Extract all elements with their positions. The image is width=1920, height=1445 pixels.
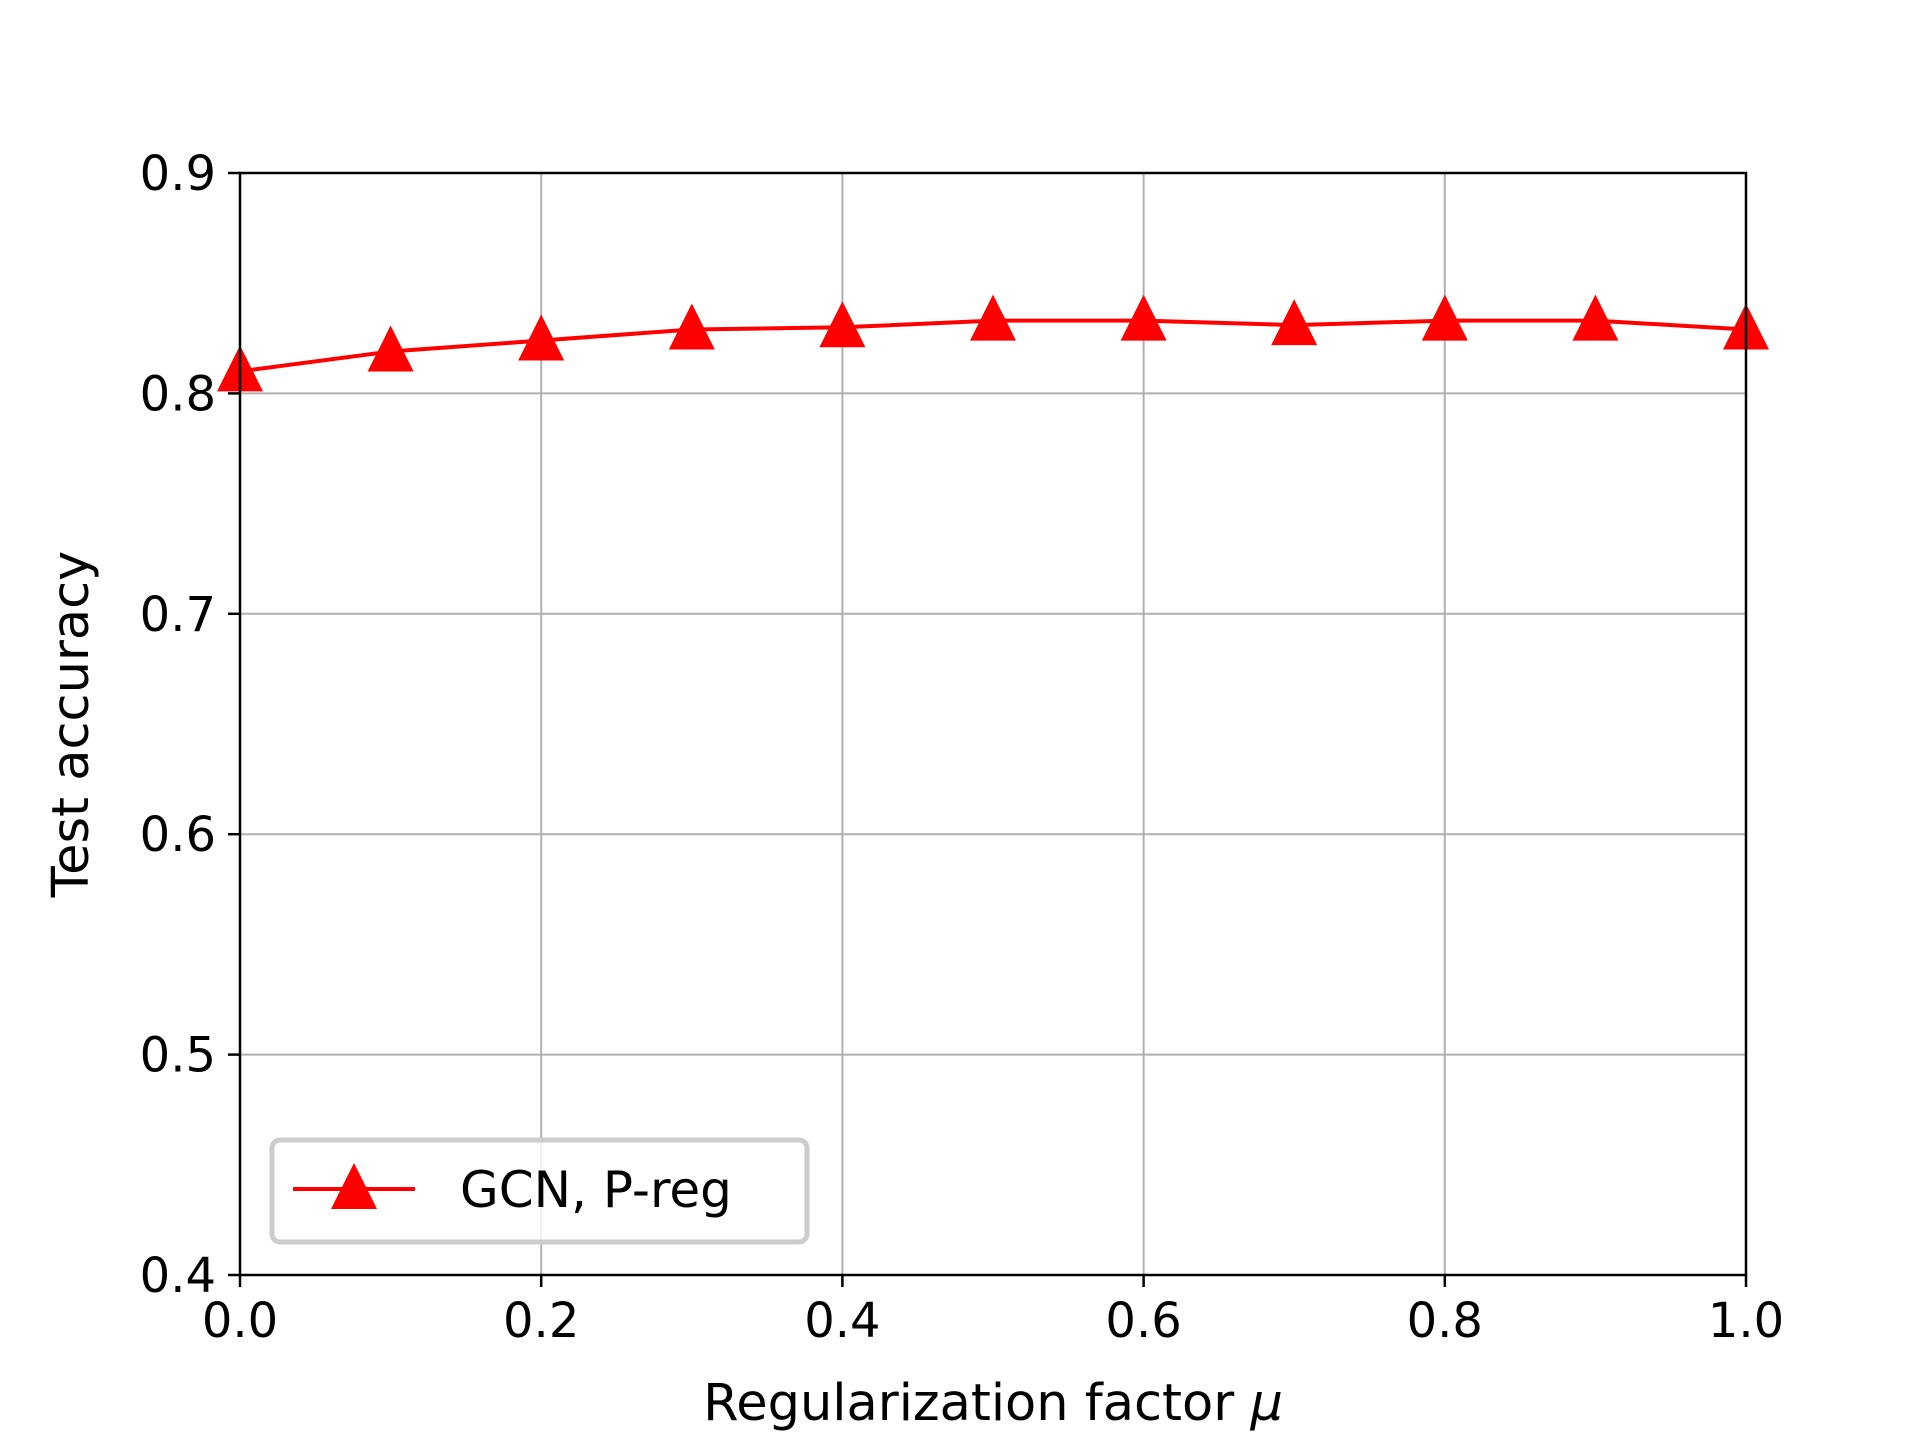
data-point-marker: [367, 325, 414, 372]
y-tick-label: 0.6: [140, 807, 216, 863]
y-tick-label: 0.4: [140, 1248, 216, 1304]
y-axis-label: Test accuracy: [42, 551, 101, 899]
tick-labels: 0.0 0.2 0.4 0.6 0.8 1.0 0.4 0.5 0.6 0.7 0.8 0.9: [140, 146, 1785, 1349]
legend-marker-triangle: [331, 1163, 377, 1209]
x-tick-label: 0.0: [202, 1293, 278, 1349]
legend: GCN, P-reg: [269, 1137, 810, 1245]
x-tick-label: 1.0: [1708, 1293, 1784, 1349]
legend-box: [269, 1137, 810, 1245]
y-tick-label: 0.8: [140, 366, 216, 422]
tick-marks: [228, 171, 1748, 1287]
data-point-marker: [1271, 299, 1318, 346]
data-point-marker: [970, 294, 1016, 341]
y-tick-label: 0.9: [140, 146, 216, 202]
x-tick-label: 0.8: [1407, 1293, 1483, 1349]
series-layer: [217, 294, 1769, 392]
y-tick-label: 0.7: [140, 587, 216, 643]
plot-frame: [238, 171, 1748, 1277]
data-point-marker: [1421, 294, 1468, 341]
x-tick-label: 0.4: [804, 1293, 880, 1349]
x-axis-label: Regularization factor μ: [703, 1374, 1283, 1433]
data-point-marker: [819, 301, 866, 348]
x-tick-label: 0.6: [1105, 1293, 1181, 1349]
x-tick-label: 0.2: [503, 1293, 579, 1349]
data-point-marker: [668, 303, 715, 350]
data-point-marker: [1572, 294, 1619, 341]
data-point-marker: [1120, 294, 1167, 341]
x-axis-label-text: Regularization factor: [703, 1374, 1250, 1433]
legend-series-label: GCN, P-reg: [460, 1161, 732, 1219]
data-point-marker: [518, 314, 565, 361]
x-axis-label-symbol: μ: [1249, 1374, 1282, 1433]
y-tick-label: 0.5: [140, 1028, 216, 1084]
